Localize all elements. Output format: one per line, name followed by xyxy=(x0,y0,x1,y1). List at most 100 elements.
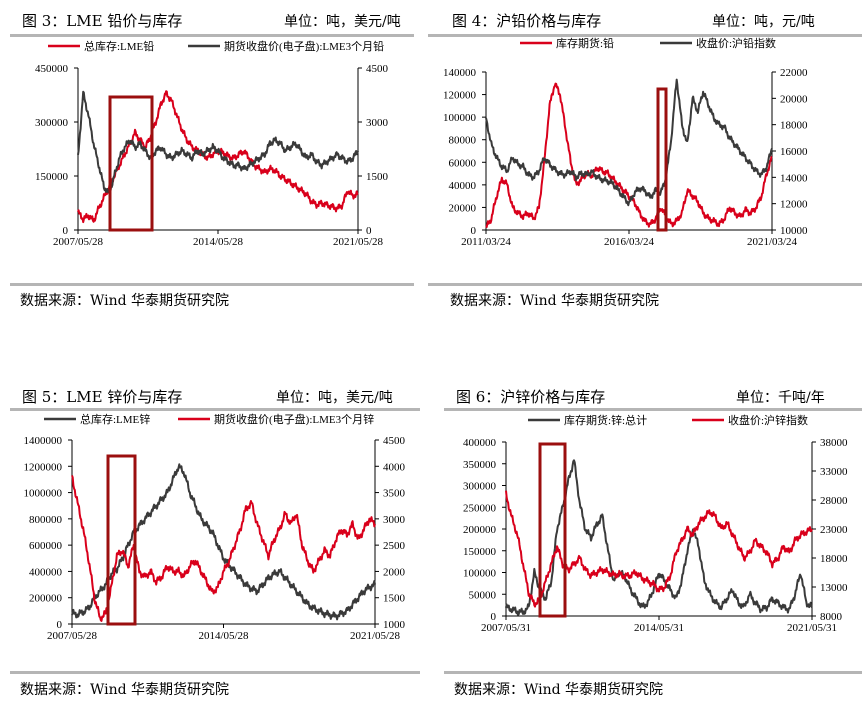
bottom-rule xyxy=(428,283,862,286)
y-right-tick-label: 22000 xyxy=(780,67,808,79)
y-right-tick-label: 10000 xyxy=(780,225,808,237)
series-line-1 xyxy=(71,475,376,622)
x-tick-label: 2014/05/31 xyxy=(634,622,684,634)
y-right-tick-label: 14000 xyxy=(780,172,808,184)
y-right-tick-label: 1500 xyxy=(383,593,406,605)
x-tick-label: 2016/03/24 xyxy=(604,236,655,248)
panel-title: 图 5：LME 锌价与库存 xyxy=(22,388,183,406)
y-left-tick-label: 0 xyxy=(491,611,497,623)
top-rule xyxy=(428,34,862,37)
y-left-tick-label: 200000 xyxy=(29,593,63,605)
legend-label-1: 期货收盘价(电子盘):LME3个月铅 xyxy=(224,39,384,53)
x-tick-label: 2021/03/24 xyxy=(747,236,798,248)
y-left-tick-label: 60000 xyxy=(449,157,477,169)
x-tick-label: 2014/05/28 xyxy=(198,630,249,642)
panel-unit: 单位：吨，美元/吨 xyxy=(276,390,393,406)
y-left-tick-label: 400000 xyxy=(463,437,497,449)
y-right-tick-label: 38000 xyxy=(820,437,848,449)
y-right-tick-label: 1000 xyxy=(383,619,406,631)
x-tick-label: 2007/05/28 xyxy=(47,630,98,642)
y-right-tick-label: 12000 xyxy=(780,199,808,211)
x-tick-label: 2021/05/28 xyxy=(333,236,384,248)
y-left-tick-label: 0 xyxy=(471,225,477,237)
y-left-tick-label: 20000 xyxy=(449,202,477,214)
y-right-tick-label: 4000 xyxy=(383,461,406,473)
y-left-tick-label: 120000 xyxy=(443,90,477,102)
legend-label-1: 收盘价:沪铅指数 xyxy=(696,36,776,50)
legend-label-0: 库存期货:铅 xyxy=(556,36,614,50)
y-left-tick-label: 400000 xyxy=(29,566,63,578)
legend-label-0: 库存期货:锌:总计 xyxy=(564,413,647,427)
data-source: 数据来源：Wind 华泰期货研究院 xyxy=(20,293,230,309)
panel-title: 图 4：沪铅价格与库存 xyxy=(452,12,602,30)
y-right-tick-label: 33000 xyxy=(820,466,848,478)
y-right-tick-label: 4500 xyxy=(383,435,406,447)
y-right-tick-label: 2000 xyxy=(383,566,406,578)
panel-title: 图 3：LME 铅价与库存 xyxy=(22,12,183,30)
x-tick-label: 2007/05/31 xyxy=(481,622,531,634)
y-left-tick-label: 450000 xyxy=(35,63,69,75)
panel-unit: 单位：千吨/年 xyxy=(736,390,825,406)
y-left-tick-label: 1400000 xyxy=(24,435,63,447)
top-rule xyxy=(10,34,414,37)
data-source: 数据来源：Wind 华泰期货研究院 xyxy=(454,682,664,698)
panel-title: 图 6：沪锌价格与库存 xyxy=(456,388,606,406)
series-line-1 xyxy=(77,90,359,194)
highlight-box xyxy=(656,87,668,232)
y-left-tick-label: 800000 xyxy=(29,514,63,526)
x-tick-label: 2021/05/31 xyxy=(787,622,837,634)
y-left-tick-label: 150000 xyxy=(35,171,69,183)
legend-label-1: 收盘价:沪锌指数 xyxy=(728,413,808,427)
bottom-rule xyxy=(10,671,420,674)
y-left-tick-label: 80000 xyxy=(449,135,477,147)
y-left-tick-label: 300000 xyxy=(463,481,497,493)
top-rule xyxy=(10,408,420,411)
y-left-tick-label: 250000 xyxy=(463,502,497,514)
y-left-tick-label: 40000 xyxy=(449,180,477,192)
series-line-0 xyxy=(77,90,359,224)
y-left-tick-label: 140000 xyxy=(443,67,477,79)
y-right-tick-label: 13000 xyxy=(820,582,848,594)
y-right-tick-label: 2500 xyxy=(383,540,406,552)
y-left-tick-label: 0 xyxy=(57,619,63,631)
y-right-tick-label: 20000 xyxy=(780,93,808,105)
y-right-tick-label: 8000 xyxy=(820,611,843,623)
y-right-tick-label: 23000 xyxy=(820,524,848,536)
y-right-tick-label: 0 xyxy=(366,225,372,237)
x-tick-label: 2011/03/24 xyxy=(461,236,511,248)
x-tick-label: 2021/05/28 xyxy=(350,630,401,642)
y-left-tick-label: 150000 xyxy=(463,546,497,558)
bottom-rule xyxy=(10,283,414,286)
y-left-tick-label: 100000 xyxy=(443,112,477,124)
panel-unit: 单位：吨，元/吨 xyxy=(712,14,815,30)
x-tick-label: 2014/05/28 xyxy=(193,236,244,248)
x-tick-label: 2007/05/28 xyxy=(53,236,104,248)
highlight-box xyxy=(108,95,154,232)
y-left-tick-label: 600000 xyxy=(29,540,63,552)
y-left-tick-label: 1000000 xyxy=(24,488,63,500)
legend-label-0: 总库存:LME锌 xyxy=(80,412,150,426)
data-source: 数据来源：Wind 华泰期货研究院 xyxy=(20,682,230,698)
y-right-tick-label: 1500 xyxy=(366,171,389,183)
series-line-0 xyxy=(485,82,773,228)
panel-unit: 单位：吨，美元/吨 xyxy=(284,14,401,30)
y-left-tick-label: 300000 xyxy=(35,117,69,129)
series-line-0 xyxy=(505,459,813,616)
bottom-rule xyxy=(444,671,862,674)
y-right-tick-label: 16000 xyxy=(780,146,808,158)
series-line-1 xyxy=(485,78,773,207)
y-right-tick-label: 3500 xyxy=(383,488,406,500)
highlight-box xyxy=(538,442,567,618)
y-right-tick-label: 18000 xyxy=(820,553,848,565)
highlight-box xyxy=(106,454,137,626)
top-rule xyxy=(444,408,862,411)
y-left-tick-label: 350000 xyxy=(463,459,497,471)
y-left-tick-label: 100000 xyxy=(463,568,497,580)
y-right-tick-label: 3000 xyxy=(383,514,406,526)
y-right-tick-label: 3000 xyxy=(366,117,389,129)
y-right-tick-label: 4500 xyxy=(366,63,389,75)
